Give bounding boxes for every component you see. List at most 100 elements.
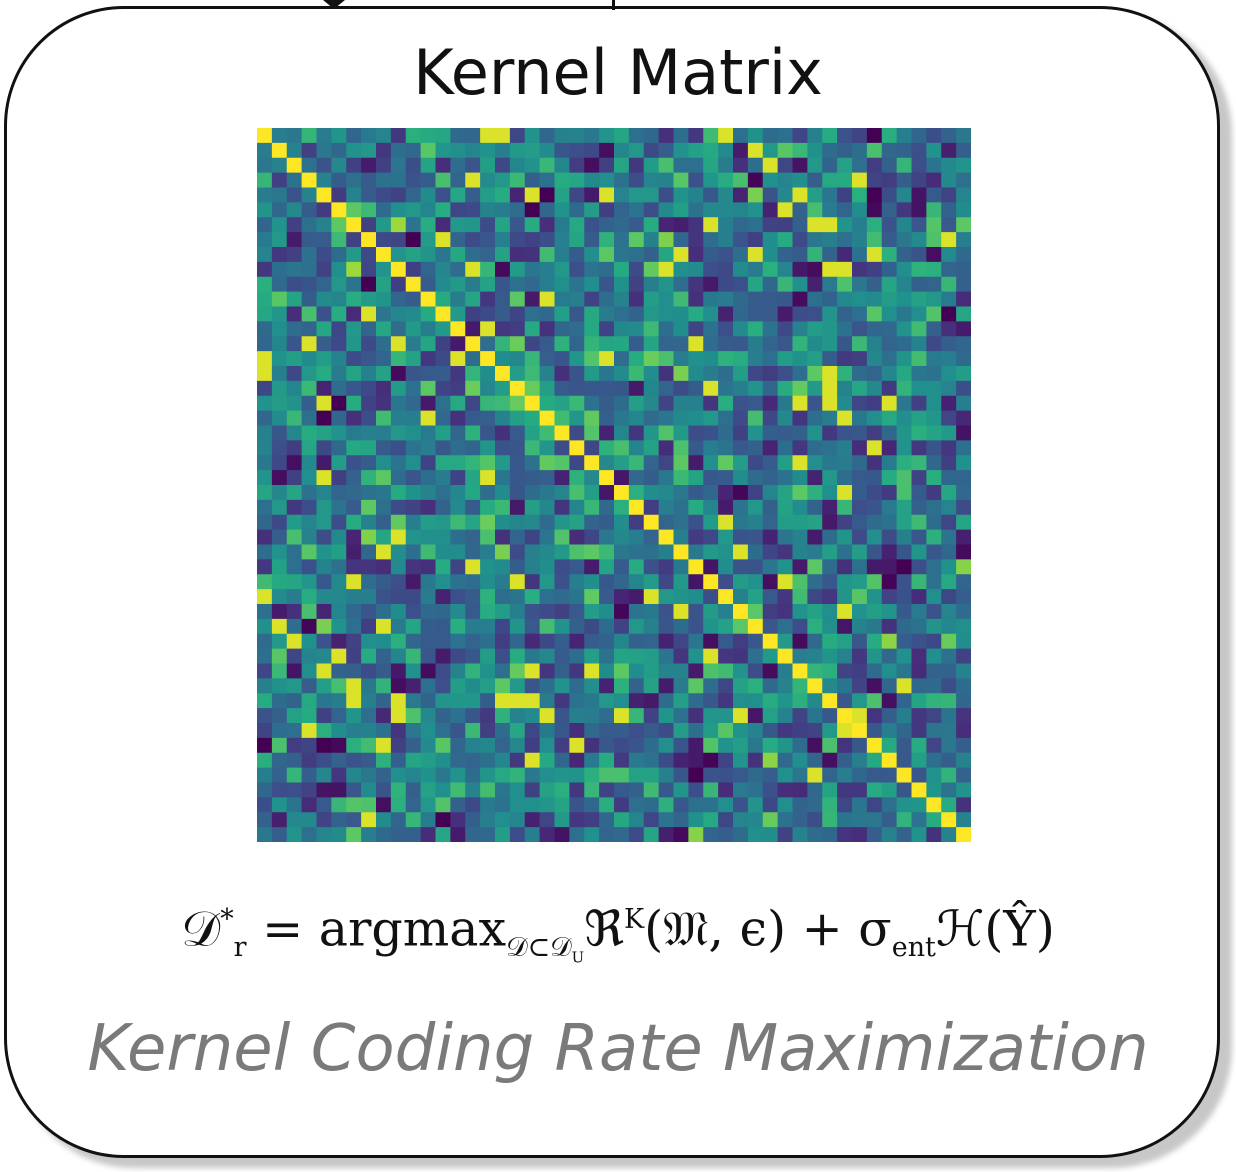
heatmap-cell: [480, 485, 496, 501]
heatmap-cell: [376, 782, 392, 798]
heatmap-cell: [658, 380, 674, 397]
heatmap-cell: [316, 276, 332, 293]
heatmap-cell: [346, 559, 362, 575]
heatmap-cell: [747, 648, 764, 664]
heatmap-cell: [539, 142, 555, 159]
heatmap-cell: [614, 514, 630, 531]
heatmap-cell: [822, 440, 838, 456]
heatmap-cell: [956, 306, 971, 322]
heatmap-cell: [926, 217, 942, 233]
heatmap-cell: [956, 336, 971, 352]
heatmap-cell: [911, 767, 927, 783]
heatmap-cell: [822, 678, 838, 694]
heatmap-cell: [465, 440, 481, 456]
heatmap-cell: [733, 752, 749, 769]
heatmap-cell: [658, 351, 674, 367]
heatmap-cell: [807, 678, 823, 694]
formula-sigma-sub: ent: [891, 932, 936, 964]
heatmap-cell: [911, 633, 927, 650]
heatmap-cell: [316, 247, 332, 263]
heatmap-cell: [718, 440, 734, 456]
heatmap-cell: [614, 380, 630, 397]
heatmap-cell: [346, 291, 362, 307]
heatmap-cell: [896, 440, 912, 456]
heatmap-cell: [390, 559, 407, 575]
heatmap-cell: [257, 633, 273, 650]
heatmap-cell: [376, 827, 392, 842]
heatmap-cell: [361, 797, 377, 813]
heatmap-cell: [509, 752, 526, 769]
heatmap-cell: [361, 217, 377, 233]
heatmap-cell: [599, 425, 615, 441]
heatmap-cell: [926, 395, 942, 412]
heatmap-cell: [941, 589, 957, 605]
heatmap-cell: [643, 351, 660, 367]
heatmap-cell: [807, 767, 823, 783]
heatmap-cell: [509, 663, 526, 679]
formula-argmax-sub-text: 𝒟⊂𝒟: [506, 932, 572, 964]
heatmap-cell: [599, 708, 615, 724]
heatmap-cell: [852, 217, 868, 233]
heatmap-cell: [509, 172, 526, 188]
heatmap-cell: [420, 589, 436, 605]
heatmap-cell: [524, 336, 541, 352]
heatmap-cell: [688, 425, 704, 441]
heatmap-cell: [807, 618, 823, 635]
heatmap-cell: [614, 321, 630, 337]
heatmap-cell: [569, 187, 585, 203]
heatmap-cell: [762, 217, 779, 233]
heatmap-cell: [658, 157, 674, 174]
heatmap-cell: [286, 217, 303, 233]
heatmap-cell: [509, 232, 526, 248]
heatmap-cell: [688, 767, 704, 783]
heatmap-cell: [286, 544, 303, 560]
heatmap-cell: [956, 767, 971, 783]
heatmap-cell: [747, 678, 764, 694]
heatmap-cell: [524, 648, 541, 664]
heatmap-cell: [837, 574, 853, 590]
heatmap-cell: [346, 737, 362, 754]
heatmap-cell: [271, 797, 288, 813]
heatmap-cell: [658, 678, 674, 694]
heatmap-cell: [956, 142, 971, 159]
heatmap-cell: [584, 708, 600, 724]
heatmap-cell: [524, 693, 541, 709]
heatmap-cell: [703, 247, 719, 263]
heatmap-cell: [896, 217, 912, 233]
heatmap-cell: [896, 276, 912, 293]
heatmap-cell: [926, 366, 942, 382]
heatmap-cell: [703, 291, 719, 307]
heatmap-cell: [465, 261, 481, 278]
heatmap-cell: [584, 202, 600, 218]
heatmap-cell: [361, 604, 377, 620]
heatmap-cell: [554, 708, 570, 724]
heatmap-cell: [852, 514, 868, 531]
heatmap-cell: [822, 336, 838, 352]
heatmap-cell: [539, 261, 555, 278]
heatmap-cell: [524, 767, 541, 783]
heatmap-cell: [866, 723, 883, 739]
heatmap-cell: [584, 157, 600, 174]
heatmap-cell: [852, 559, 868, 575]
heatmap-cell: [628, 708, 645, 724]
heatmap-cell: [614, 589, 630, 605]
heatmap-cell: [837, 157, 853, 174]
heatmap-cell: [837, 723, 853, 739]
heatmap-cell: [376, 261, 392, 278]
heatmap-cell: [376, 440, 392, 456]
heatmap-cell: [792, 187, 808, 203]
heatmap-cell: [837, 767, 853, 783]
heatmap-cell: [643, 395, 660, 412]
heatmap-cell: [257, 648, 273, 664]
heatmap-cell: [509, 589, 526, 605]
heatmap-cell: [628, 380, 645, 397]
heatmap-cell: [286, 232, 303, 248]
heatmap-cell: [837, 366, 853, 382]
heatmap-cell: [450, 217, 466, 233]
heatmap-cell: [718, 797, 734, 813]
heatmap-cell: [361, 499, 377, 516]
heatmap-cell: [673, 425, 689, 441]
heatmap-cell: [896, 142, 912, 159]
heatmap-cell: [747, 410, 764, 426]
heatmap-cell: [301, 529, 317, 545]
